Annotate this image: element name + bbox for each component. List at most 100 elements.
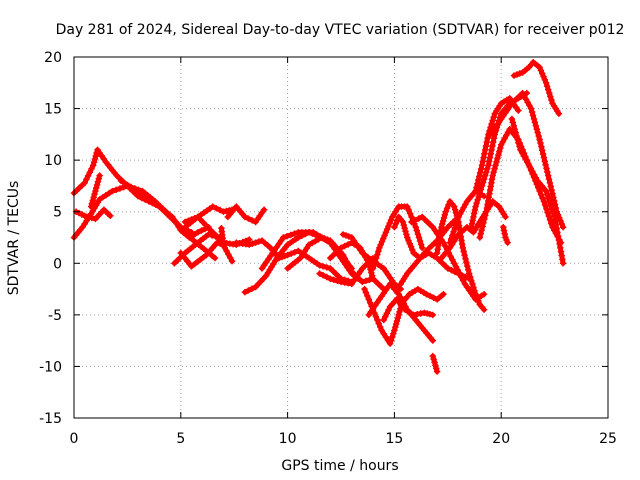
data-point: [393, 317, 401, 325]
data-point: [260, 206, 268, 213]
data-point: [86, 169, 93, 176]
data-point: [515, 139, 522, 147]
data-point: [92, 152, 99, 160]
data-point: [466, 270, 473, 277]
series-track-34: [508, 115, 567, 267]
data-point: [546, 89, 553, 97]
data-point: [478, 226, 485, 234]
data-point: [463, 259, 470, 266]
data-point: [544, 168, 551, 176]
data-point: [81, 179, 88, 186]
data-point: [359, 278, 366, 286]
data-point: [88, 200, 96, 207]
data-point: [301, 248, 308, 255]
data-point: [362, 277, 370, 284]
data-point: [484, 165, 491, 172]
data-point: [542, 187, 550, 195]
data-point: [539, 70, 546, 77]
data-point: [385, 223, 392, 230]
data-point: [472, 203, 479, 210]
data-point: [546, 216, 554, 223]
data-point: [496, 148, 503, 155]
data-point: [85, 213, 92, 221]
data-point: [303, 244, 310, 252]
data-point: [430, 294, 437, 301]
data-point: [541, 158, 548, 165]
data-point: [476, 234, 483, 241]
data-point: [84, 172, 92, 179]
y-tick-label: 15: [44, 102, 62, 118]
data-point: [409, 246, 416, 254]
data-point: [245, 215, 252, 222]
data-point: [540, 154, 548, 161]
data-point: [374, 251, 381, 258]
data-point: [446, 239, 454, 246]
data-point: [330, 276, 338, 283]
data-point: [477, 165, 485, 173]
data-point: [90, 162, 97, 169]
data-point: [537, 139, 544, 147]
data-point: [452, 221, 460, 228]
data-point: [391, 224, 398, 231]
data-point: [411, 217, 419, 224]
data-point: [405, 237, 412, 244]
data-point: [543, 83, 551, 90]
data-points: [70, 59, 567, 375]
data-point: [415, 215, 422, 222]
data-point: [171, 217, 178, 224]
data-point: [323, 264, 330, 271]
data-point: [92, 187, 99, 195]
data-point: [547, 183, 554, 190]
data-point: [211, 254, 219, 262]
data-point: [471, 287, 478, 294]
data-point: [486, 154, 494, 161]
x-tick-label: 10: [279, 431, 297, 447]
data-point: [415, 234, 423, 241]
data-point: [400, 221, 407, 229]
data-point: [539, 194, 546, 202]
y-tick-label: -15: [39, 411, 62, 427]
data-point: [429, 311, 436, 319]
data-point: [538, 143, 545, 150]
data-point: [474, 196, 481, 203]
data-point: [380, 316, 387, 324]
data-point: [365, 260, 372, 267]
data-point: [91, 191, 98, 198]
data-point: [392, 324, 399, 331]
data-point: [450, 228, 457, 235]
data-point: [94, 178, 102, 185]
data-point: [78, 211, 85, 218]
data-point: [404, 234, 411, 241]
data-point: [252, 239, 259, 246]
data-point: [541, 201, 549, 209]
data-point: [548, 96, 555, 104]
data-point: [90, 159, 98, 166]
y-tick-label: 0: [53, 256, 62, 272]
data-point: [459, 277, 467, 284]
data-point: [299, 251, 306, 258]
data-point: [490, 138, 497, 146]
data-point: [489, 172, 496, 179]
data-point: [79, 224, 86, 231]
data-point: [399, 218, 407, 226]
data-point: [438, 224, 445, 231]
data-point: [512, 129, 519, 136]
data-point: [546, 198, 553, 206]
data-point: [510, 122, 517, 129]
data-point: [448, 267, 455, 274]
data-point: [545, 212, 552, 220]
data-point: [284, 251, 291, 259]
series-track-23: [397, 213, 462, 288]
data-point: [388, 337, 395, 344]
data-point: [87, 203, 95, 210]
data-point: [531, 119, 539, 126]
data-point: [433, 368, 441, 375]
data-point: [511, 126, 518, 133]
data-point: [430, 356, 437, 363]
data-point: [175, 223, 182, 231]
data-point: [407, 243, 415, 250]
y-tick-label: -5: [48, 308, 62, 324]
data-point: [370, 261, 378, 269]
data-point: [382, 313, 389, 320]
data-point: [390, 330, 397, 337]
